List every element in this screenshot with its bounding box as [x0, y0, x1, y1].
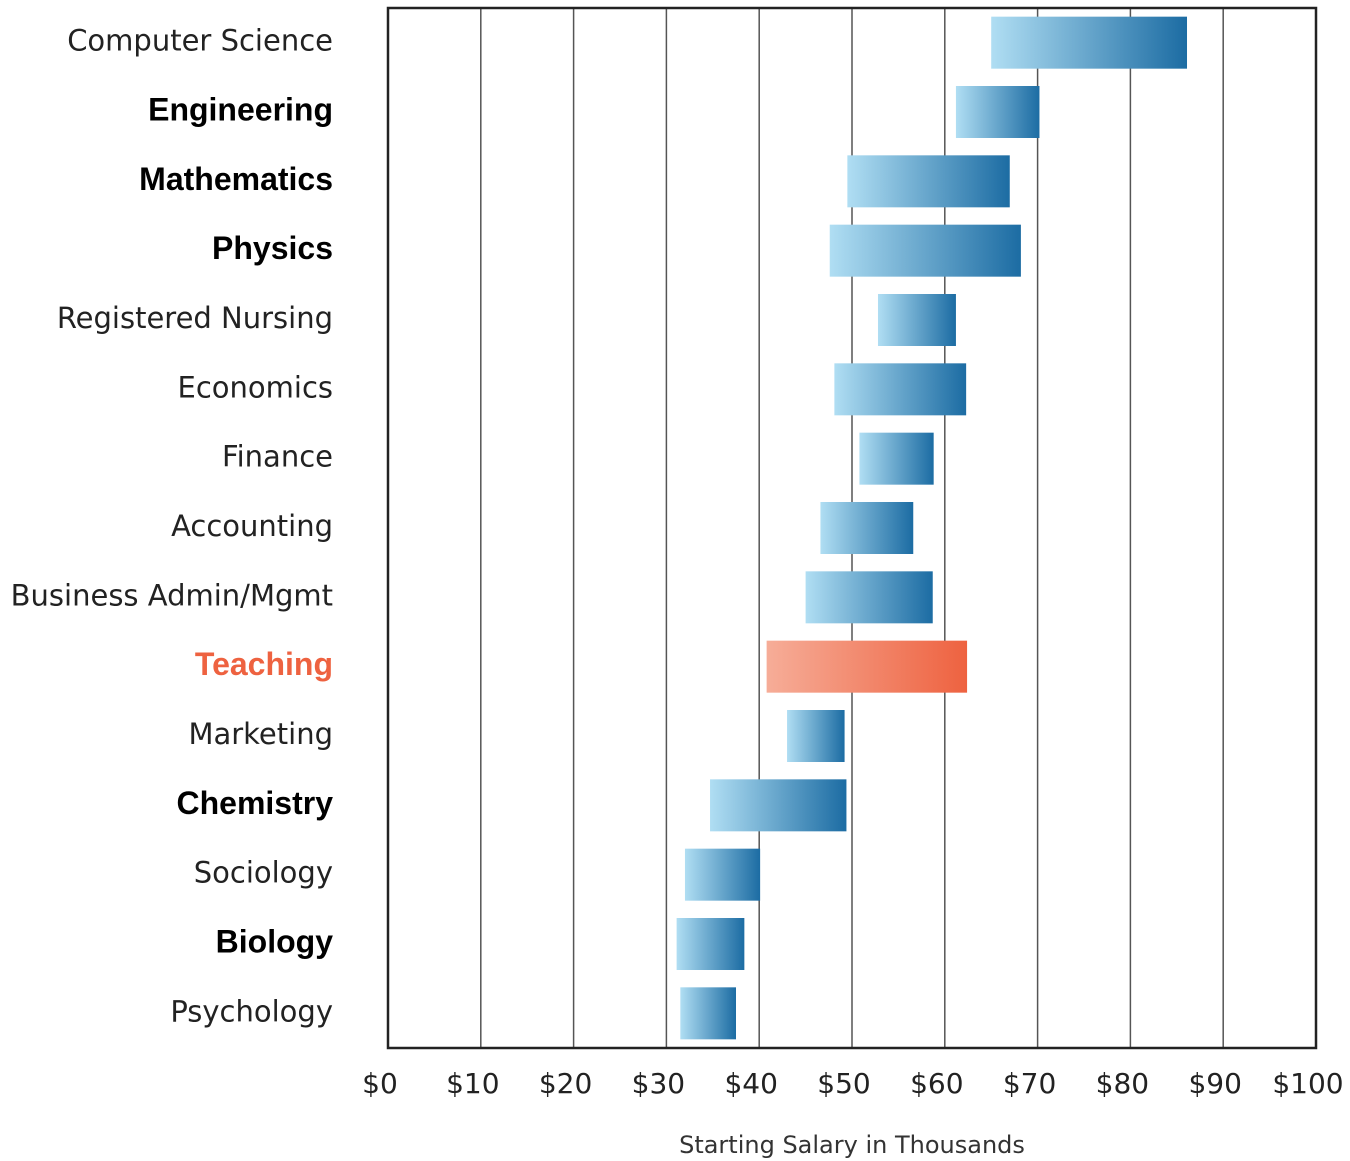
- category-label: Physics: [212, 230, 333, 266]
- bar: [955, 86, 1040, 138]
- x-tick-label: $90: [1188, 1067, 1241, 1100]
- bar: [787, 710, 845, 762]
- category-label: Accounting: [171, 509, 333, 543]
- x-tick-label: $70: [1003, 1067, 1056, 1100]
- bar: [766, 640, 968, 693]
- bar: [877, 294, 956, 346]
- bar: [684, 848, 761, 901]
- bar: [991, 16, 1188, 69]
- x-tick-label: $30: [632, 1067, 685, 1100]
- category-label: Business Admin/Mgmt: [11, 578, 333, 612]
- category-label: Teaching: [195, 646, 333, 682]
- category-label: Sociology: [194, 856, 333, 890]
- category-label: Registered Nursing: [57, 301, 333, 335]
- bar: [834, 363, 967, 416]
- category-label: Engineering: [148, 91, 333, 127]
- category-label: Computer Science: [67, 24, 333, 58]
- bar: [829, 224, 1021, 277]
- category-label: Psychology: [170, 994, 333, 1028]
- x-axis-label: Starting Salary in Thousands: [679, 1131, 1025, 1159]
- x-tick-label: $100: [1272, 1067, 1343, 1100]
- x-tick-label: $0: [362, 1067, 398, 1100]
- bar: [805, 571, 933, 624]
- category-label: Finance: [222, 440, 333, 474]
- x-tick-label: $20: [539, 1067, 592, 1100]
- plot-frame: [386, 6, 1318, 1050]
- category-label: Economics: [178, 370, 334, 404]
- x-tick-label: $80: [1096, 1067, 1149, 1100]
- bar: [859, 432, 934, 485]
- bar: [680, 987, 736, 1040]
- category-label: Chemistry: [177, 785, 334, 821]
- category-label: Biology: [216, 923, 334, 959]
- x-tick-label: $60: [910, 1067, 963, 1100]
- bar: [710, 779, 847, 832]
- x-tick-label: $40: [724, 1067, 777, 1100]
- category-label: Mathematics: [139, 161, 333, 197]
- x-tick-label: $50: [817, 1067, 870, 1100]
- bar: [847, 155, 1010, 208]
- category-label: Marketing: [188, 717, 333, 751]
- x-tick-label: $10: [446, 1067, 499, 1100]
- bar: [820, 502, 914, 554]
- bar: [676, 918, 745, 970]
